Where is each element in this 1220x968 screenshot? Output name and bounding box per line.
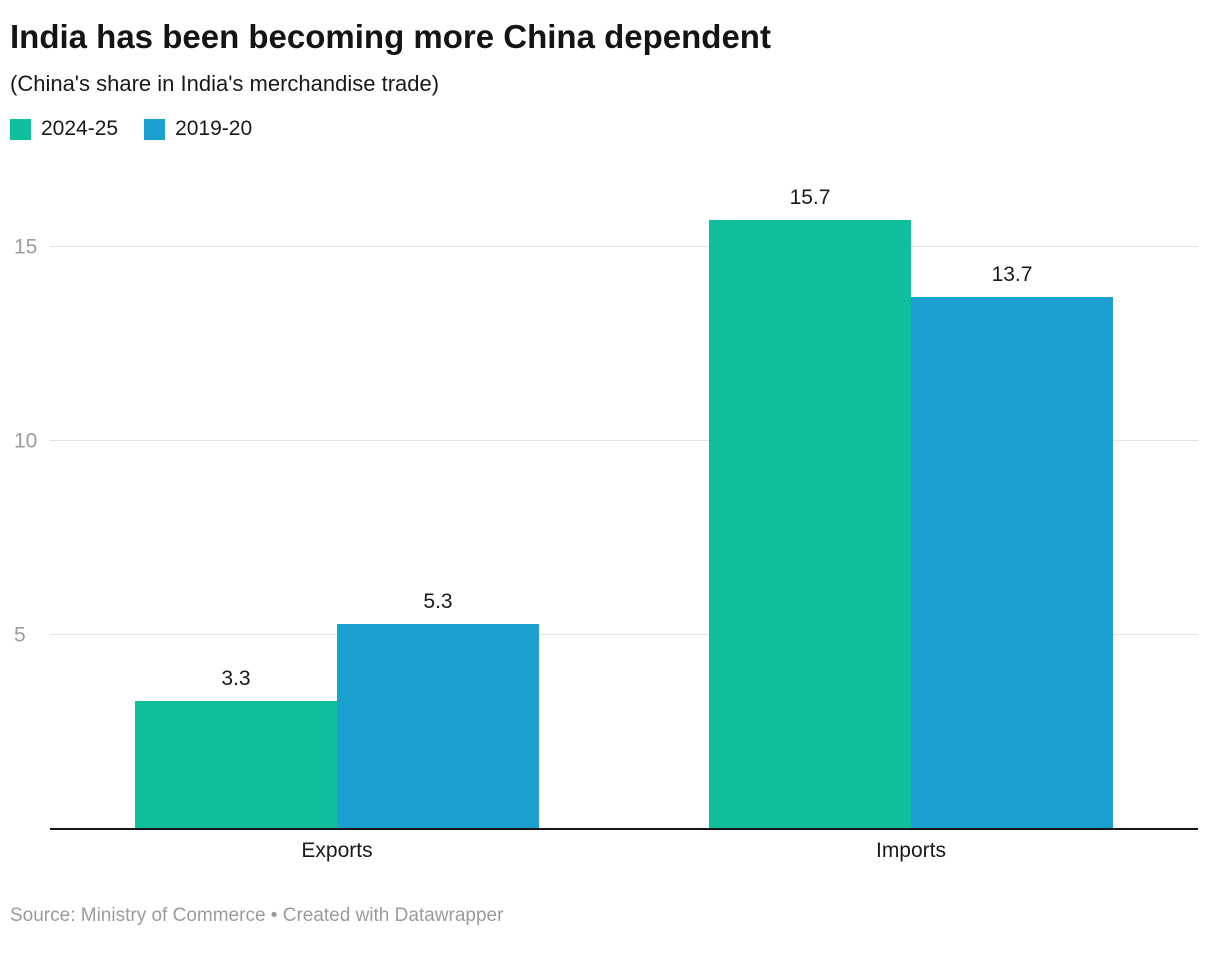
bar-exports-2024-25: 3.3 (135, 667, 337, 830)
gridline-5 (50, 634, 1198, 636)
legend-label-2019-20: 2019-20 (175, 117, 253, 141)
bar-value-label: 13.7 (991, 263, 1033, 287)
legend: 2024-25 2019-20 (10, 117, 1204, 141)
bars-layer: 3.3 5.3 15.7 13.7 (50, 169, 1198, 830)
y-axis-tick-label-5: 5 (14, 623, 26, 647)
bar-value-label: 5.3 (423, 589, 453, 613)
x-axis-baseline (50, 828, 1198, 831)
legend-item-2019-20: 2019-20 (144, 117, 252, 141)
gridline-10 (50, 440, 1198, 442)
bar-value-label: 3.3 (221, 667, 251, 691)
x-axis-label-exports: Exports (301, 839, 373, 863)
legend-item-2024-25: 2024-25 (10, 117, 118, 141)
x-axis-label-imports: Imports (875, 839, 946, 863)
y-axis-tick-label-15: 15 (14, 235, 38, 259)
chart-title: India has been becoming more China depen… (10, 18, 771, 55)
chart-area: 5 10 15 3.3 5.3 15.7 13.7 Exports Imports (10, 169, 1204, 863)
bar-imports-2024-25: 15.7 (709, 186, 911, 830)
source-note: Source: Ministry of Commerce • Created w… (10, 905, 504, 927)
legend-swatch-2024-25 (10, 118, 31, 140)
bar-group-exports: 3.3 5.3 (50, 169, 624, 830)
bar-imports-2019-20: 13.7 (911, 263, 1113, 830)
bar-group-imports: 15.7 13.7 (624, 169, 1198, 830)
legend-swatch-2019-20 (144, 118, 166, 140)
plot-area: 5 10 15 3.3 5.3 15.7 13.7 (10, 169, 1204, 831)
bar-exports-2019-20: 5.3 (337, 590, 539, 830)
x-axis: Exports Imports (50, 829, 1198, 863)
y-axis-tick-label-10: 10 (14, 429, 38, 453)
bar-value-label: 15.7 (789, 185, 831, 209)
legend-label-2024-25: 2024-25 (41, 117, 119, 141)
chart-subtitle: (China's share in India's merchandise tr… (10, 71, 440, 97)
gridline-15 (50, 245, 1198, 247)
